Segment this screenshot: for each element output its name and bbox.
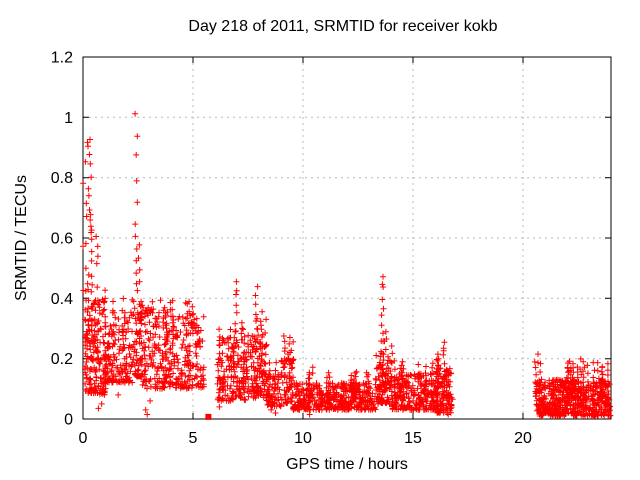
filled-square-marker bbox=[205, 413, 212, 420]
y-tick-label: 0.6 bbox=[51, 231, 73, 248]
x-tick-label: 10 bbox=[294, 430, 312, 447]
tick-labels: 0 5 10 15 20 0 0.2 0.4 0.6 0.8 1 1.2 bbox=[51, 50, 532, 448]
x-tick-label: 0 bbox=[79, 430, 88, 447]
x-tick-label: 20 bbox=[514, 430, 532, 447]
gridlines bbox=[83, 57, 611, 419]
x-tick-label: 5 bbox=[189, 430, 198, 447]
y-tick-label: 1.2 bbox=[51, 50, 73, 67]
plot-border bbox=[82, 56, 612, 420]
y-tick-label: 0 bbox=[64, 412, 73, 429]
y-tick-label: 0.4 bbox=[51, 291, 73, 308]
chart-title: Day 218 of 2011, SRMTID for receiver kok… bbox=[188, 18, 497, 35]
data-points bbox=[80, 110, 614, 420]
y-tick-label: 0.8 bbox=[51, 170, 73, 187]
srmtid-points-path bbox=[80, 110, 614, 419]
y-axis-label: SRMTID / TECUs bbox=[13, 175, 30, 301]
x-tick-label: 15 bbox=[404, 430, 422, 447]
y-tick-label: 0.2 bbox=[51, 351, 73, 368]
y-tick-label: 1 bbox=[64, 110, 73, 127]
grid-path bbox=[83, 57, 611, 419]
x-axis-label: GPS time / hours bbox=[286, 456, 408, 473]
